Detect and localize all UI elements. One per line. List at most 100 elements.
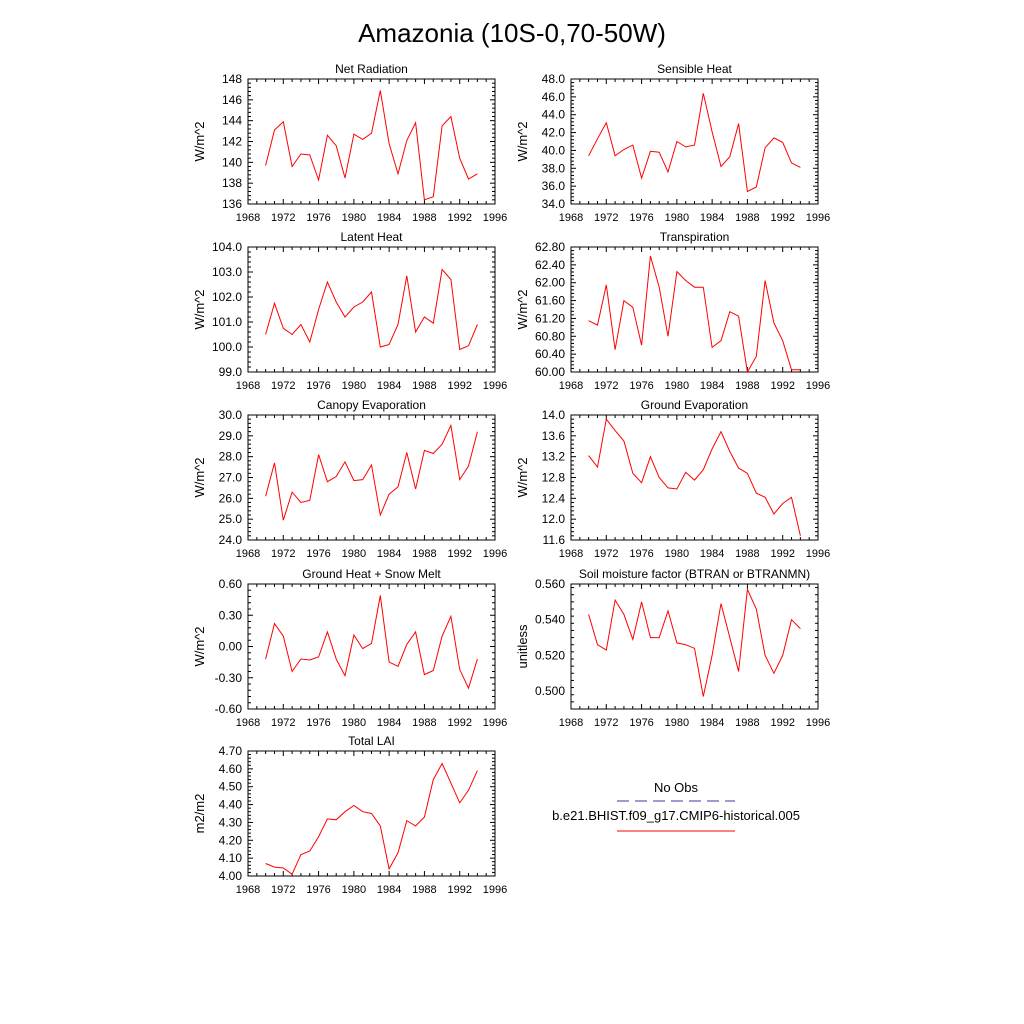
x-tick-label: 1980 (342, 717, 366, 729)
y-tick-label: 13.2 (542, 450, 566, 464)
x-tick-label: 1996 (806, 717, 830, 729)
panel-5: Ground Evaporation W/m^2 1968 1972 1976 1980 1… (515, 398, 830, 560)
y-tick-label: 103.0 (212, 265, 242, 279)
series-line (588, 255, 801, 374)
y-axis-label: unitless (515, 624, 530, 669)
y-tick-label: 4.30 (219, 815, 243, 829)
panel-title: Total LAI (348, 734, 395, 748)
x-tick-label: 1988 (412, 884, 436, 896)
panel-7: Soil moisture factor (BTRAN or BTRANMN) u… (515, 567, 830, 729)
y-tick-label: 4.20 (219, 833, 243, 847)
series-line (265, 595, 478, 690)
series-line (265, 423, 478, 521)
y-tick-label: 24.0 (219, 533, 243, 547)
x-tick-label: 1980 (665, 212, 689, 224)
series-line (588, 93, 801, 193)
x-tick-label: 1996 (806, 380, 830, 392)
x-tick-label: 1992 (447, 212, 471, 224)
x-tick-label: 1968 (236, 884, 260, 896)
x-tick-label: 1972 (271, 380, 295, 392)
panel-frame (247, 414, 496, 541)
x-tick-label: 1992 (770, 548, 794, 560)
x-tick-label: 1976 (306, 884, 330, 896)
panel-title: Net Radiation (335, 62, 408, 76)
y-tick-label: 60.40 (535, 347, 565, 361)
y-tick-label: -0.30 (215, 671, 243, 685)
series-line (265, 90, 478, 201)
x-tick-label: 1992 (770, 717, 794, 729)
x-tick-label: 1980 (665, 548, 689, 560)
y-tick-label: 0.60 (219, 577, 243, 591)
x-tick-label: 1972 (594, 212, 618, 224)
x-tick-label: 1976 (629, 717, 653, 729)
panel-2: Latent Heat W/m^2 1968 1972 1976 1980 1984 1988… (192, 230, 507, 392)
y-tick-label: 4.70 (219, 744, 243, 758)
x-tick-label: 1988 (735, 380, 759, 392)
x-tick-label: 1968 (236, 717, 260, 729)
y-axis-label: W/m^2 (192, 121, 207, 161)
x-tick-label: 1976 (629, 380, 653, 392)
x-tick-label: 1968 (236, 380, 260, 392)
x-tick-label: 1992 (447, 884, 471, 896)
x-tick-label: 1984 (377, 884, 401, 896)
x-tick-label: 1988 (735, 548, 759, 560)
x-tick-label: 1976 (306, 548, 330, 560)
panel-frame (247, 583, 496, 710)
y-tick-label: 4.50 (219, 780, 243, 794)
x-tick-label: 1988 (412, 380, 436, 392)
panel-frame (570, 246, 819, 373)
y-tick-label: 0.540 (535, 613, 565, 627)
x-tick-label: 1984 (377, 548, 401, 560)
y-tick-label: 138 (222, 176, 242, 190)
y-tick-label: 62.40 (535, 258, 565, 272)
x-tick-label: 1972 (271, 548, 295, 560)
y-tick-label: 11.6 (543, 533, 566, 547)
x-tick-label: 1976 (306, 380, 330, 392)
y-tick-label: 62.00 (535, 276, 565, 290)
y-tick-label: 36.0 (542, 179, 566, 193)
panel-1: Sensible Heat W/m^2 1968 1972 1976 1980 1984 19… (515, 62, 830, 224)
x-tick-label: 1984 (377, 717, 401, 729)
panel-8: Total LAI m2/m2 1968 1972 1976 1980 1984 1988 19… (192, 734, 507, 896)
x-tick-label: 1980 (342, 212, 366, 224)
x-tick-label: 1992 (447, 717, 471, 729)
x-tick-label: 1976 (306, 212, 330, 224)
series-line (588, 587, 801, 697)
y-tick-label: 0.500 (535, 684, 565, 698)
y-tick-label: 60.00 (535, 365, 565, 379)
x-tick-label: 1996 (483, 380, 507, 392)
y-tick-label: 38.0 (542, 161, 566, 175)
y-tick-label: 44.0 (542, 108, 566, 122)
y-tick-label: 4.40 (219, 798, 243, 812)
y-tick-label: 13.6 (542, 429, 566, 443)
y-tick-label: 4.60 (219, 762, 243, 776)
y-tick-label: 101.0 (212, 315, 242, 329)
y-tick-label: 27.0 (219, 471, 243, 485)
x-tick-label: 1980 (665, 717, 689, 729)
x-tick-label: 1968 (559, 212, 583, 224)
x-tick-label: 1984 (700, 548, 724, 560)
panel-title: Canopy Evaporation (317, 398, 426, 412)
y-tick-label: 29.0 (219, 429, 243, 443)
x-tick-label: 1996 (483, 884, 507, 896)
x-tick-label: 1972 (271, 212, 295, 224)
y-tick-label: 142 (222, 135, 242, 149)
y-tick-label: 136 (222, 197, 242, 211)
x-tick-label: 1996 (806, 212, 830, 224)
y-tick-label: 60.80 (535, 329, 565, 343)
panel-3: Transpiration W/m^2 1968 1972 1976 1980 1984 19… (515, 230, 830, 392)
x-tick-label: 1988 (735, 212, 759, 224)
x-tick-label: 1972 (594, 717, 618, 729)
x-tick-label: 1996 (806, 548, 830, 560)
x-tick-label: 1988 (412, 548, 436, 560)
x-tick-label: 1996 (483, 717, 507, 729)
panel-6: Ground Heat + Snow Melt W/m^2 1968 1972 1976… (192, 567, 507, 729)
x-tick-label: 1984 (700, 212, 724, 224)
y-tick-label: 34.0 (542, 197, 566, 211)
y-tick-label: 46.0 (542, 90, 566, 104)
y-tick-label: 104.0 (212, 240, 242, 254)
y-tick-label: 40.0 (542, 143, 566, 157)
y-tick-label: 61.60 (535, 294, 565, 308)
panel-title: Transpiration (660, 230, 730, 244)
y-tick-label: 146 (222, 93, 242, 107)
